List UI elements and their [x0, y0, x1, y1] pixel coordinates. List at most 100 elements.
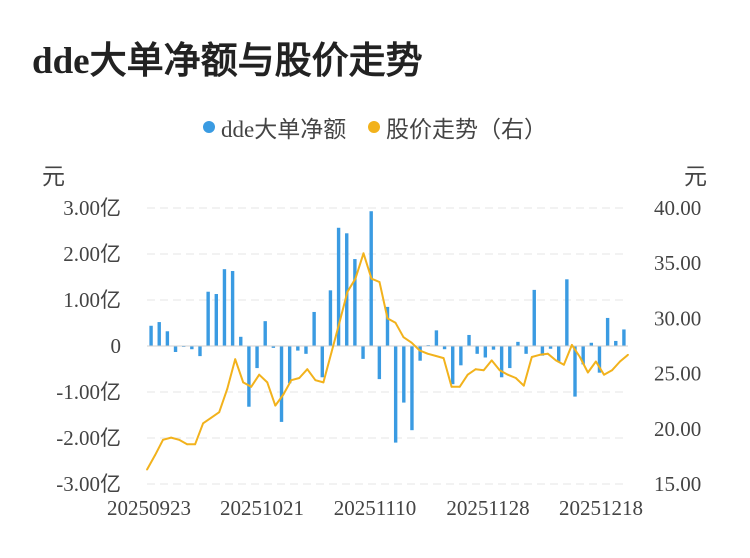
dde-bar	[524, 346, 528, 354]
dde-bar	[345, 233, 349, 346]
price-point	[226, 388, 229, 390]
price-point	[194, 443, 197, 446]
dde-bar	[304, 346, 308, 354]
price-point	[290, 379, 293, 382]
dde-bar	[540, 346, 545, 356]
dde-bar	[312, 311, 316, 346]
dde-bar	[451, 346, 455, 385]
price-point	[322, 381, 325, 384]
dde-bar	[467, 334, 471, 346]
dde-bar	[614, 340, 618, 346]
legend-label-dde: dde大单净额	[221, 117, 347, 142]
price-point	[298, 377, 301, 379]
dde-bar	[222, 269, 227, 346]
price-point	[306, 368, 309, 371]
right-tick-label: 20.00	[654, 417, 701, 441]
x-tick-label: 20251218	[559, 496, 643, 520]
price-point	[242, 381, 245, 384]
price-point	[458, 385, 461, 388]
dde-bar	[532, 289, 536, 346]
right-tick-label: 25.00	[654, 362, 701, 386]
price-point	[178, 438, 181, 441]
price-point	[538, 353, 541, 356]
dde-bar	[402, 346, 406, 403]
left-tick-label: 2.00亿	[63, 242, 121, 266]
price-point	[555, 359, 557, 362]
right-tick-label: 15.00	[654, 472, 701, 496]
price-point	[498, 369, 501, 372]
dde-bar	[247, 346, 251, 407]
dde-bar	[557, 346, 561, 363]
dde-bar	[320, 346, 324, 378]
dde-bar	[508, 346, 512, 369]
dde-bar	[410, 346, 414, 431]
chart-title: dde大单净额与股价走势	[32, 41, 423, 82]
price-point	[370, 277, 373, 280]
left-tick-label: -1.00亿	[56, 380, 121, 404]
price-point	[362, 252, 365, 255]
price-point	[170, 436, 173, 439]
dde-bar	[565, 279, 569, 346]
dde-bar	[279, 346, 284, 422]
left-tick-label: -3.00亿	[56, 472, 121, 496]
price-point	[146, 468, 148, 471]
left-tick-label: -2.00亿	[56, 426, 121, 450]
price-point	[354, 277, 357, 280]
right-tick-label: 40.00	[654, 196, 701, 220]
dde-bar	[190, 346, 194, 350]
x-tick-label: 20251021	[220, 496, 304, 520]
price-point	[186, 443, 189, 446]
legend: dde大单净额 股价走势（右）	[0, 110, 750, 144]
dde-bar	[459, 346, 463, 366]
dde-bar	[589, 342, 594, 346]
price-point	[418, 349, 421, 352]
legend-dot-dde-icon	[203, 121, 216, 133]
price-line	[146, 252, 629, 471]
dde-bar	[214, 294, 218, 346]
price-point	[258, 373, 261, 376]
dde-bar	[361, 346, 365, 359]
dde-bar	[418, 346, 422, 361]
dde-bar	[336, 227, 341, 346]
dde-bar	[597, 346, 602, 373]
price-point	[450, 385, 453, 388]
price-point	[611, 369, 613, 372]
price-point	[218, 411, 221, 414]
right-tick-label: 30.00	[654, 306, 701, 330]
dde-bar	[516, 341, 520, 346]
legend-item-dde[interactable]: dde大单净额	[203, 110, 346, 144]
legend-item-price[interactable]: 股价走势（右）	[367, 110, 547, 144]
price-point	[482, 369, 485, 372]
price-point	[434, 355, 437, 357]
price-point	[330, 351, 333, 354]
price-point	[338, 321, 341, 324]
price-point	[250, 385, 253, 388]
price-point	[587, 371, 589, 374]
price-point	[274, 404, 277, 407]
dde-bar	[385, 306, 390, 346]
dde-bar	[255, 346, 259, 369]
dde-bar	[206, 291, 210, 346]
dde-bar	[491, 346, 496, 350]
dde-bar	[573, 346, 577, 397]
dde-bar	[393, 346, 398, 443]
price-point	[346, 291, 349, 293]
dde-bar	[230, 271, 235, 346]
dde-bar	[271, 346, 276, 348]
price-point	[266, 381, 269, 384]
price-point	[314, 379, 317, 382]
price-point	[579, 356, 581, 358]
price-point	[530, 356, 533, 358]
left-axis-unit: 元	[42, 164, 65, 189]
price-point	[490, 359, 493, 362]
dde-bar	[377, 346, 382, 380]
price-point	[522, 384, 525, 387]
legend-dot-price-icon	[367, 121, 380, 133]
dde-bar	[605, 317, 610, 346]
price-point	[410, 341, 413, 344]
left-tick-label: 3.00亿	[63, 196, 121, 220]
price-point	[394, 321, 397, 324]
price-point	[282, 393, 285, 396]
left-tick-label: 0	[111, 334, 122, 358]
price-point	[595, 360, 597, 363]
